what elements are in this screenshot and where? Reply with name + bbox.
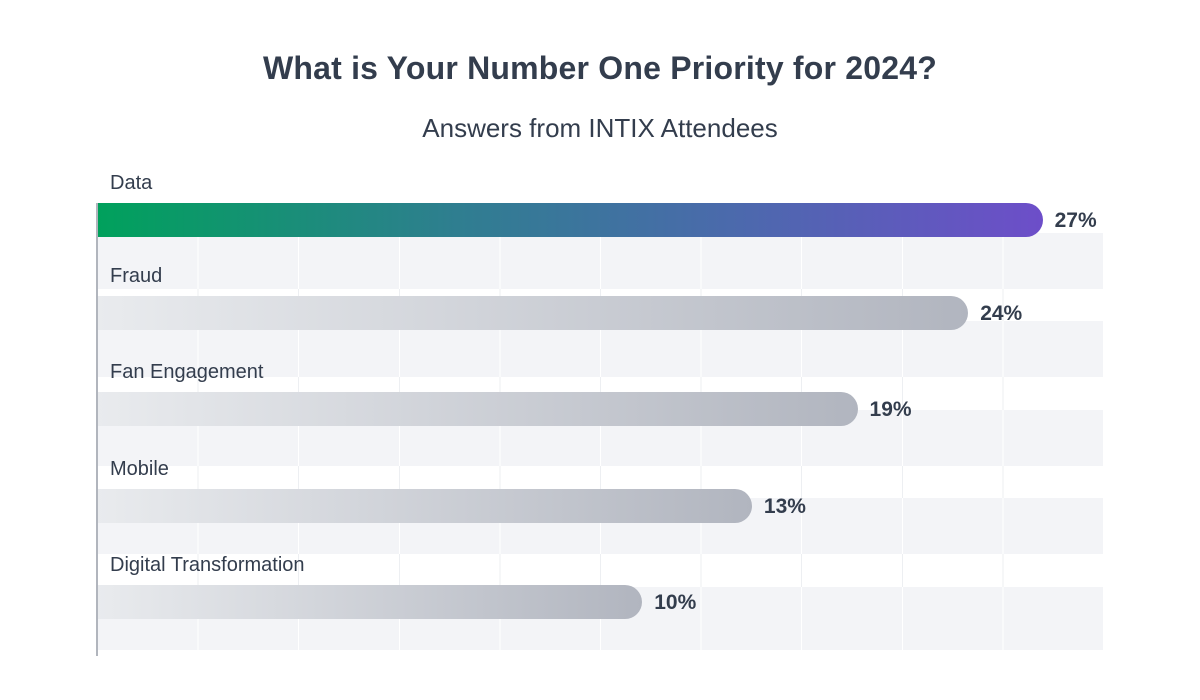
row-stripe xyxy=(97,233,1103,289)
category-label-data: Data xyxy=(110,172,153,194)
plot-area: Data 27% Fraud 24% Fan Engagement 19% Mobile 13… xyxy=(96,172,1103,656)
y-axis-line xyxy=(96,203,98,656)
value-label-fraud: 24% xyxy=(980,302,1023,325)
chart-subtitle: Answers from INTIX Attendees xyxy=(422,113,778,143)
value-label-fan-engagement: 19% xyxy=(869,398,912,421)
chart-title: What is Your Number One Priority for 202… xyxy=(262,50,938,86)
bar-data xyxy=(97,203,1043,237)
category-label-mobile: Mobile xyxy=(110,458,169,480)
row-stripe xyxy=(97,321,1103,377)
bar-fraud xyxy=(97,296,969,330)
value-label-digital-transformation: 10% xyxy=(654,591,697,614)
value-label-mobile: 13% xyxy=(763,495,806,518)
category-label-fan-engagement: Fan Engagement xyxy=(110,361,264,383)
bar-mobile xyxy=(97,489,752,523)
category-label-fraud: Fraud xyxy=(110,265,163,287)
bar-fan-engagement xyxy=(97,392,858,426)
category-label-digital-transformation: Digital Transformation xyxy=(110,554,305,576)
value-label-data: 27% xyxy=(1054,209,1097,232)
bar-digital-transformation xyxy=(97,585,643,619)
